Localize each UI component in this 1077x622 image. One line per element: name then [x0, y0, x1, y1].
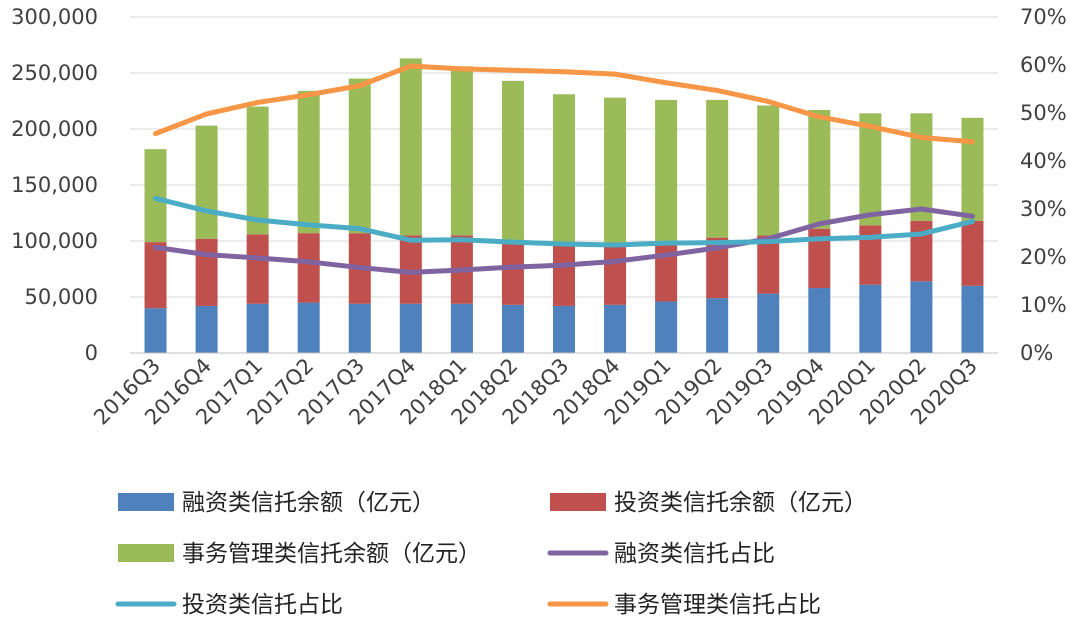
bar-segment-1: [195, 305, 218, 353]
bar-segment-2: [859, 225, 882, 285]
bar-segment-1: [706, 298, 729, 353]
y-left-tick-label: 0: [85, 341, 98, 365]
bar-segment-1: [348, 303, 371, 353]
legend-swatch: [550, 493, 606, 511]
bar-segment-2: [553, 244, 575, 306]
line-series-1: [153, 206, 975, 275]
bar-segment-3: [246, 106, 269, 235]
bar-segment-3: [757, 105, 780, 236]
bar-segment-2: [706, 237, 729, 299]
bar-segment-2: [604, 244, 627, 305]
bar-segment-2: [757, 235, 780, 294]
y-right-tick-label: 40%: [1020, 149, 1067, 173]
bar-segment-1: [757, 293, 780, 353]
bar-segment-2: [961, 220, 984, 286]
line-series-2: [153, 195, 975, 248]
y-left-tick-label: 300,000: [11, 5, 98, 29]
bar-segment-1: [604, 304, 627, 353]
y-right-tick-label: 70%: [1020, 5, 1067, 29]
y-left-tick-label: 150,000: [11, 173, 98, 197]
bar-segment-1: [246, 303, 269, 353]
bar-segment-1: [655, 301, 678, 353]
bar-segment-1: [399, 303, 422, 353]
bar-segment-3: [655, 99, 678, 243]
bar-segment-3: [501, 80, 524, 241]
bar-segment-1: [450, 303, 473, 353]
bar-segment-3: [961, 117, 984, 221]
bar-segment-1: [297, 302, 320, 353]
bar-segment-3: [604, 97, 627, 245]
legend-label: 投资类信托余额（亿元）: [614, 490, 867, 516]
bar-segment-1: [144, 308, 167, 353]
bar-segment-1: [553, 305, 575, 353]
legend-label: 融资类信托占比: [614, 541, 775, 567]
bar-segment-3: [195, 125, 218, 239]
bar-segment-2: [297, 233, 320, 303]
bar-segment-3: [808, 109, 831, 229]
bar-segment-1: [808, 288, 831, 353]
bar-segment-2: [655, 242, 678, 302]
bar-segment-2: [808, 228, 831, 289]
bar-segment-1: [859, 284, 882, 353]
y-axis-left: 0 50,000 100,000 150,000 200,000 250,000 300,0…: [11, 5, 98, 365]
bar-segment-3: [297, 90, 320, 234]
bar-segment-3: [910, 113, 933, 221]
y-right-tick-label: 30%: [1020, 197, 1067, 221]
legend-label: 事务管理类信托余额（亿元）: [182, 541, 481, 567]
bar-segment-1: [501, 304, 524, 353]
y-right-tick-label: 0%: [1020, 341, 1053, 365]
x-axis: 2016Q32016Q42017Q12017Q22017Q32017Q42018…: [89, 352, 998, 429]
legend-label: 事务管理类信托占比: [614, 592, 821, 618]
bar-segment-3: [399, 58, 422, 236]
bar-segment-2: [501, 241, 524, 305]
bar-segment-3: [144, 149, 167, 243]
bar-segment-2: [144, 242, 167, 309]
bar-segment-1: [910, 281, 933, 353]
bar-segment-3: [706, 99, 729, 238]
bar-segment-2: [246, 234, 269, 304]
legend-label: 融资类信托余额（亿元）: [182, 490, 435, 516]
bar-segment-2: [399, 235, 422, 304]
y-right-tick-label: 50%: [1020, 101, 1067, 125]
y-left-tick-label: 100,000: [11, 229, 98, 253]
bar-segment-1: [961, 285, 984, 353]
legend-label: 投资类信托占比: [182, 592, 343, 618]
legend-swatch: [118, 493, 174, 511]
line-series-group: [153, 63, 975, 275]
y-axis-right: 0% 10% 20% 30% 40% 50% 60% 70%: [1020, 5, 1067, 365]
y-right-tick-label: 20%: [1020, 245, 1067, 269]
bar-segment-3: [859, 113, 882, 226]
y-right-tick-label: 10%: [1020, 293, 1067, 317]
bar-segment-3: [348, 78, 371, 234]
y-left-tick-label: 50,000: [25, 285, 98, 309]
y-left-tick-label: 250,000: [11, 61, 98, 85]
line-series-3: [153, 63, 975, 145]
bar-segment-3: [450, 66, 473, 236]
legend-swatch: [118, 544, 174, 562]
y-left-tick-label: 200,000: [11, 117, 98, 141]
y-right-tick-label: 60%: [1020, 53, 1067, 77]
bar-segment-3: [553, 94, 575, 245]
bar-segment-2: [195, 238, 218, 306]
legend: 融资类信托余额（亿元） 投资类信托余额（亿元） 事务管理类信托余额（亿元） 融资类信托…: [115, 490, 867, 618]
